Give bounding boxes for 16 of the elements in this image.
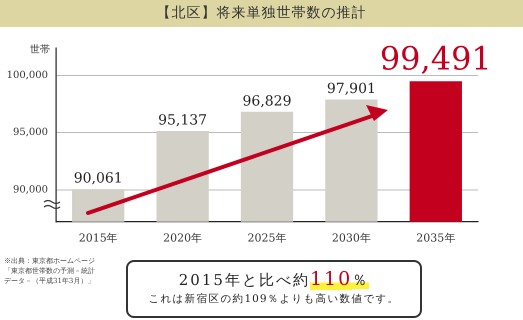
- x-tick-label: 2035年: [416, 231, 456, 244]
- chart-title: 【北区】将来単独世帯数の推計: [0, 0, 523, 27]
- data-label: 96,829: [242, 93, 292, 110]
- text: これは新宿区の約109％よりも高い数値です。: [147, 292, 401, 306]
- x-tick-label: 2020年: [163, 231, 202, 244]
- y-tick-label: 95,000: [13, 127, 48, 138]
- x-tick-label: 2015年: [78, 231, 118, 244]
- y-tick-label: 90,000: [13, 184, 48, 196]
- x-tick-label: 2025年: [248, 231, 286, 244]
- data-label: 99,491: [380, 40, 492, 78]
- y-tick-label: 100,000: [6, 70, 48, 82]
- data-label: 95,137: [158, 112, 208, 129]
- y-axis-title: 世帯: [30, 44, 50, 56]
- data-label: 97,901: [326, 81, 376, 98]
- data-label: 90,061: [74, 170, 123, 187]
- x-tick-label: 2030年: [332, 231, 371, 244]
